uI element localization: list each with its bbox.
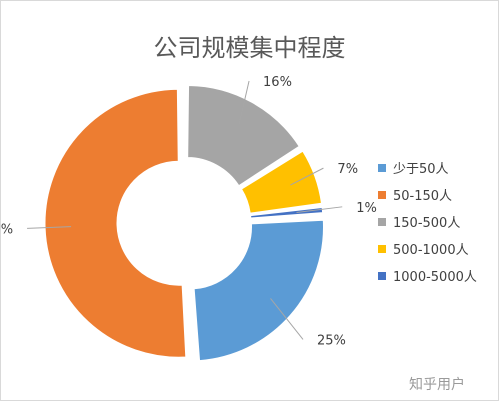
legend-item-3: 500-1000人 [378,235,477,262]
legend-item-0: 少于50人 [378,154,477,181]
slice-3 [240,150,323,214]
leader-line-2 [238,80,250,125]
slice-0 [193,219,324,362]
data-label-2: 16% [263,75,292,90]
legend-item-1: 50-150人 [378,181,477,208]
chart-title: 公司规模集中程度 [153,34,346,62]
legend-swatch-0 [378,163,386,172]
slices-group [44,84,324,362]
legend-label-4: 1000-5000人 [393,270,477,285]
leader-line-3 [290,167,324,186]
data-label-0: 25% [317,333,346,348]
leader-lines-group [27,80,343,340]
legend-swatch-4 [378,271,386,280]
data-label-4: 1% [356,201,377,216]
legend-label-2: 150-500人 [393,216,461,231]
leader-line-4 [296,206,343,213]
legend-swatch-1 [378,190,386,199]
watermark-text: 知乎用户 [409,377,465,393]
legend-swatch-3 [378,244,386,253]
leader-line-1 [27,226,72,229]
data-label-1: 51% [0,222,13,237]
legend: 少于50人 50-150人 150-500人 500-1000人 1000-50… [378,154,477,289]
data-labels-group: 16% 7% 1% 25% 51% [0,75,377,348]
legend-swatch-2 [378,217,386,226]
legend-item-2: 150-500人 [378,208,477,235]
legend-item-4: 1000-5000人 [378,262,477,289]
leader-line-0 [270,298,304,340]
slice-1 [44,88,187,358]
legend-label-1: 50-150人 [393,189,453,204]
data-label-3: 7% [337,162,358,177]
legend-label-3: 500-1000人 [393,243,469,258]
slice-2 [187,84,300,187]
legend-label-0: 少于50人 [393,162,449,177]
